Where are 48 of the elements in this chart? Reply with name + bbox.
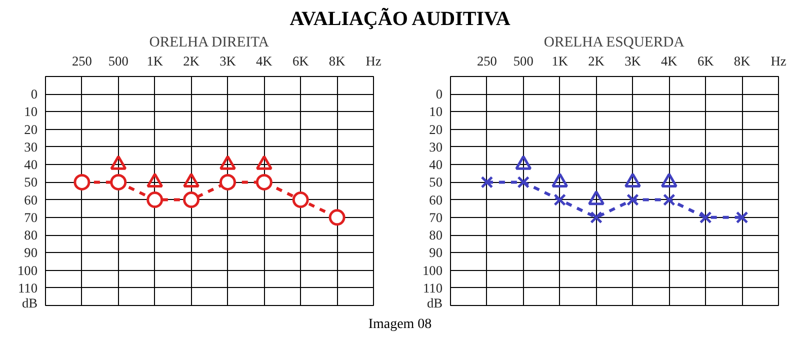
y-tick-label: 20 <box>24 122 38 137</box>
y-tick-label: 80 <box>429 228 443 243</box>
x-axis-title: Hz <box>770 54 786 68</box>
x-tick-label: 6K <box>697 54 714 68</box>
y-tick-label: 10 <box>24 104 38 120</box>
x-tick-label: 500 <box>513 54 534 68</box>
x-tick-label: 4K <box>661 54 678 68</box>
y-tick-label: 50 <box>429 174 443 190</box>
y-tick-label: dB <box>426 296 443 310</box>
x-tick-label: 2K <box>183 54 200 68</box>
y-tick-label: 20 <box>429 122 443 137</box>
y-tick-label: 80 <box>24 228 38 243</box>
x-tick-label: 8K <box>734 54 751 68</box>
y-tick-label: 30 <box>24 139 38 154</box>
y-tick-label: 60 <box>24 192 38 208</box>
x-tick-label: 250 <box>476 54 498 68</box>
x-tick-label: 250 <box>72 54 92 68</box>
x-tick-label: 1K <box>146 54 164 68</box>
text: Imagem 08 <box>368 316 432 334</box>
y-tick-label: 100 <box>422 262 443 278</box>
y-tick-label: 110 <box>423 280 443 296</box>
x-tick-label: 4K <box>256 54 273 68</box>
y-tick-label: 100 <box>18 262 38 278</box>
y-tick-label: 0 <box>30 86 38 102</box>
x-axis-title: Hz <box>366 54 382 68</box>
x-tick-label: 3K <box>220 54 236 68</box>
y-tick-label: 110 <box>18 280 38 296</box>
x-tick-label: 6K <box>292 54 310 68</box>
y-tick-label: 40 <box>429 157 443 172</box>
y-tick-label: 90 <box>24 245 38 260</box>
y-tick-label: 90 <box>429 245 443 260</box>
x-tick-label: 500 <box>108 54 129 68</box>
x-tick-label: 1K <box>552 54 568 68</box>
x-tick-label: 8K <box>328 54 346 68</box>
chart-title: AVALIAÇÃO AUDITIVA <box>290 6 510 32</box>
y-tick-label: 50 <box>24 174 38 190</box>
y-tick-label: 70 <box>429 210 443 225</box>
y-tick-label: 10 <box>429 104 443 120</box>
chart-subtitle: ORELHA DIREITA <box>149 34 270 50</box>
chart-subtitle: ORELHA ESQUERDA <box>544 34 685 50</box>
x-tick-label: 3K <box>624 54 642 68</box>
y-tick-label: 40 <box>24 157 38 172</box>
y-tick-label: 30 <box>429 139 443 154</box>
y-tick-label: dB <box>22 296 38 310</box>
y-tick-label: 60 <box>429 192 443 208</box>
y-tick-label: 70 <box>24 210 38 225</box>
x-tick-label: 2K <box>588 54 605 68</box>
y-tick-label: 0 <box>436 86 443 102</box>
